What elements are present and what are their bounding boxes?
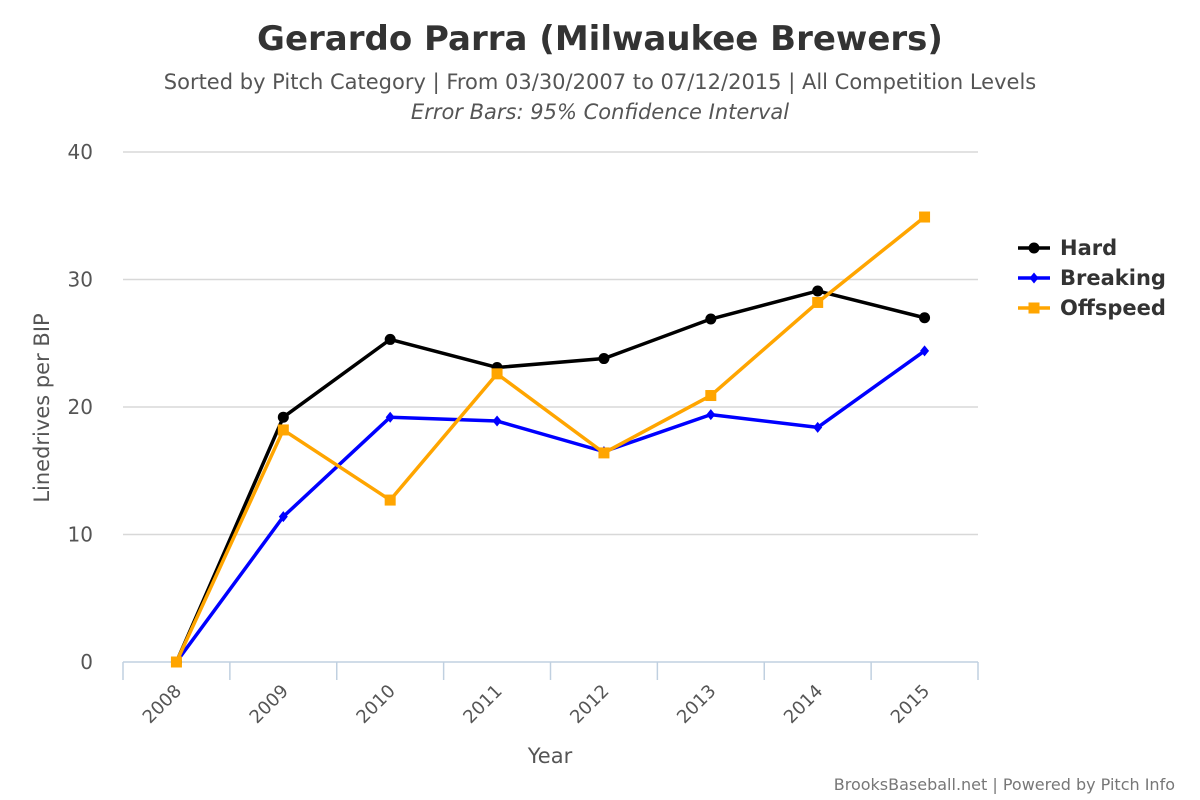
data-point[interactable] xyxy=(705,390,717,402)
y-tick-label: 10 xyxy=(68,523,93,547)
data-point[interactable] xyxy=(919,211,931,223)
series-breaking xyxy=(171,345,930,668)
data-point[interactable] xyxy=(920,345,930,357)
data-point[interactable] xyxy=(812,296,824,308)
legend-marker xyxy=(1028,242,1040,254)
data-point[interactable] xyxy=(705,313,717,325)
chart-title: Gerardo Parra (Milwaukee Brewers) xyxy=(257,19,943,59)
grid-lines xyxy=(123,151,978,536)
y-tick-label: 40 xyxy=(68,140,93,164)
chart-subtitle-error-bars: Error Bars: 95% Confidence Interval xyxy=(411,100,789,124)
credits[interactable]: BrooksBaseball.net | Powered by Pitch In… xyxy=(834,775,1175,794)
data-point[interactable] xyxy=(384,333,396,345)
data-point[interactable] xyxy=(598,447,610,459)
x-axis: 2008 2009 2010 2011 2012 2013 2014 2015 xyxy=(122,661,979,728)
x-tick-label: 2008 xyxy=(139,681,186,728)
legend-label: Hard xyxy=(1060,236,1117,260)
series-line-offspeed[interactable] xyxy=(174,215,926,663)
data-point[interactable] xyxy=(706,409,716,421)
legend-item-offspeed[interactable]: Offspeed xyxy=(1018,296,1166,320)
x-tick-label: 2014 xyxy=(780,681,827,728)
series-line-hard[interactable] xyxy=(174,289,925,663)
data-point[interactable] xyxy=(170,656,182,668)
series-layer xyxy=(170,211,931,668)
data-point[interactable] xyxy=(491,368,503,380)
data-point[interactable] xyxy=(598,353,610,365)
legend-item-hard[interactable]: Hard xyxy=(1018,236,1117,260)
x-tick-label: 2010 xyxy=(352,681,399,728)
legend-marker xyxy=(1029,272,1039,284)
x-tick-label: 2012 xyxy=(566,681,613,728)
legend[interactable]: Hard Breaking Offspeed xyxy=(1018,236,1166,320)
series-line-breaking[interactable] xyxy=(175,349,926,664)
series-hard xyxy=(170,285,931,668)
y-tick-label: 30 xyxy=(68,268,93,292)
x-axis-title: Year xyxy=(527,744,573,768)
data-point[interactable] xyxy=(278,511,288,523)
chart-subtitle: Sorted by Pitch Category | From 03/30/20… xyxy=(164,70,1036,95)
series-offspeed xyxy=(170,211,931,668)
data-point[interactable] xyxy=(919,312,931,324)
y-axis-ticks: 0 10 20 30 40 xyxy=(68,140,93,674)
legend-label: Offspeed xyxy=(1060,296,1166,320)
data-point[interactable] xyxy=(492,415,502,427)
y-tick-label: 20 xyxy=(68,395,93,419)
legend-item-breaking[interactable]: Breaking xyxy=(1018,266,1166,290)
data-point[interactable] xyxy=(277,424,289,436)
x-tick-label: 2013 xyxy=(673,681,720,728)
x-tick-label: 2015 xyxy=(887,681,934,728)
data-point[interactable] xyxy=(277,411,289,423)
data-point[interactable] xyxy=(812,285,824,297)
data-point[interactable] xyxy=(813,421,823,433)
legend-marker xyxy=(1028,302,1040,314)
y-axis-title: Linedrives per BIP xyxy=(30,313,54,502)
legend-label: Breaking xyxy=(1060,266,1166,290)
x-tick-label: 2009 xyxy=(246,681,293,728)
data-point[interactable] xyxy=(385,411,395,423)
y-tick-label: 0 xyxy=(80,650,93,674)
x-tick-label: 2011 xyxy=(459,681,506,728)
data-point[interactable] xyxy=(384,494,396,506)
